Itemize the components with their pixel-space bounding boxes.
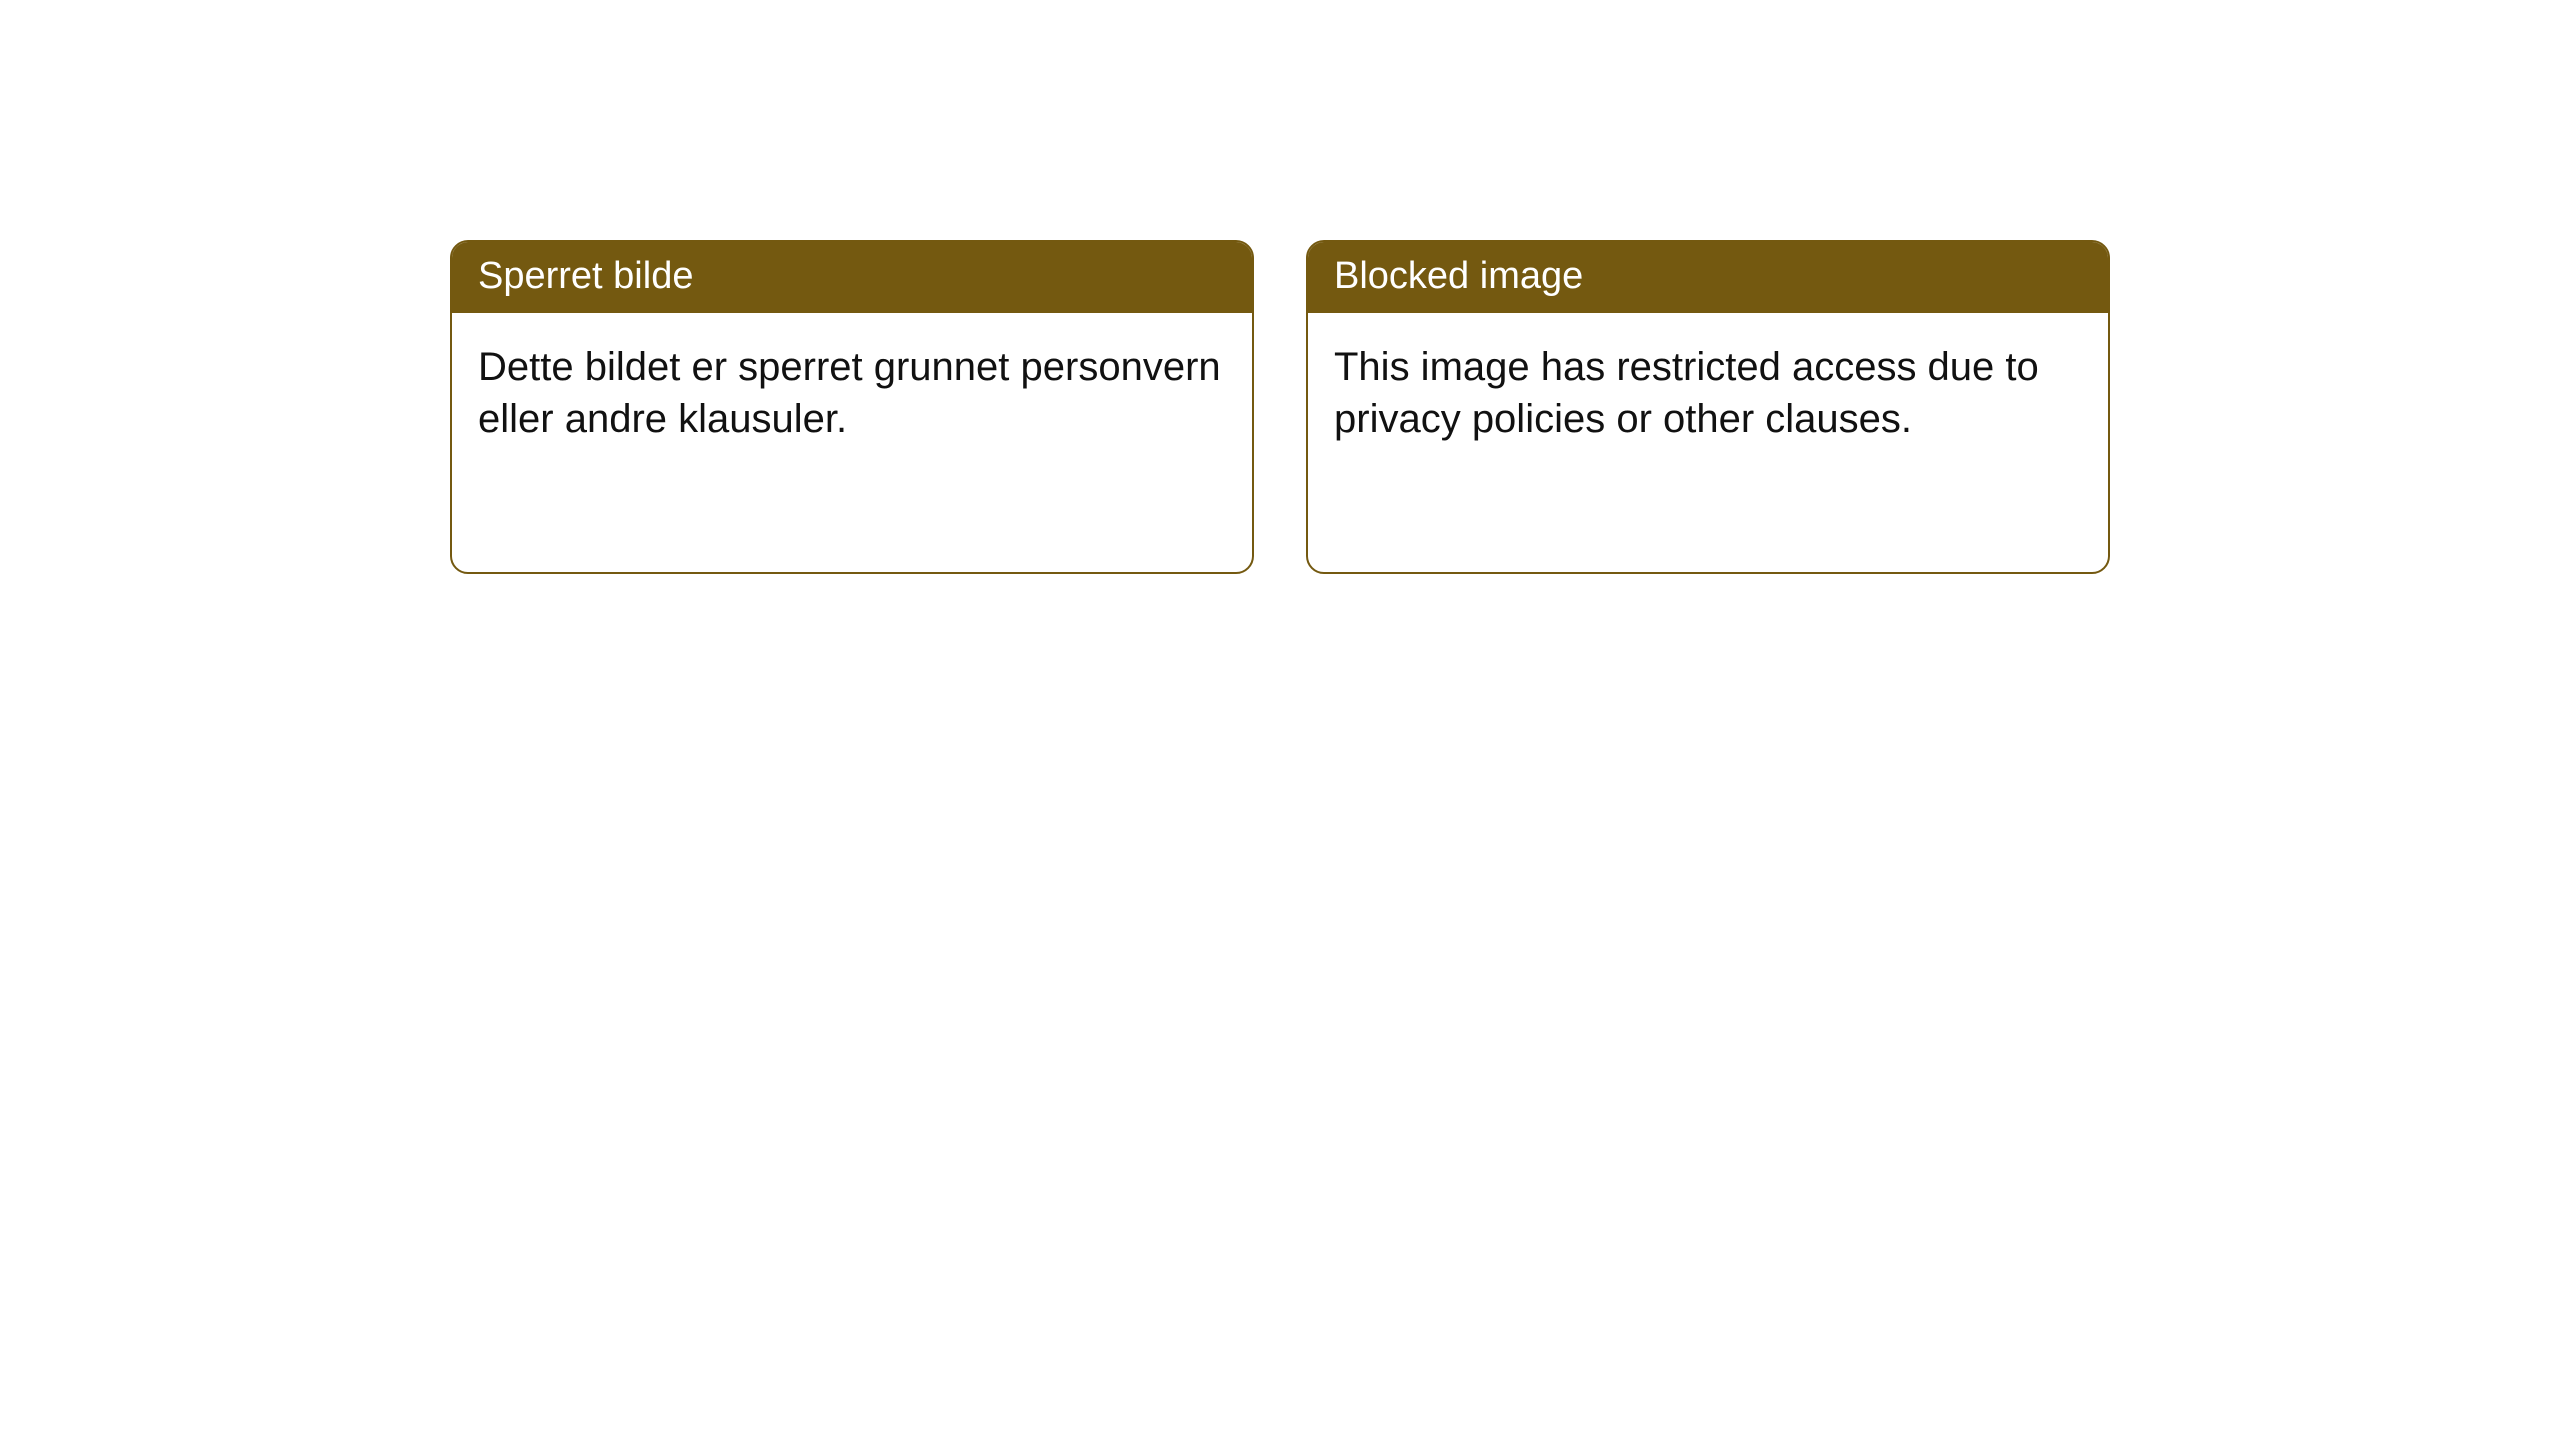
card-body-en: This image has restricted access due to … [1308, 313, 2108, 572]
card-body-text: This image has restricted access due to … [1334, 345, 2039, 441]
card-header-en: Blocked image [1308, 242, 2108, 313]
card-title: Blocked image [1334, 255, 1583, 297]
card-header-no: Sperret bilde [452, 242, 1252, 313]
notice-card-container: Sperret bilde Dette bildet er sperret gr… [450, 240, 2110, 574]
notice-card-en: Blocked image This image has restricted … [1306, 240, 2110, 574]
card-body-no: Dette bildet er sperret grunnet personve… [452, 313, 1252, 572]
card-title: Sperret bilde [478, 255, 693, 297]
notice-card-no: Sperret bilde Dette bildet er sperret gr… [450, 240, 1254, 574]
card-body-text: Dette bildet er sperret grunnet personve… [478, 345, 1221, 441]
